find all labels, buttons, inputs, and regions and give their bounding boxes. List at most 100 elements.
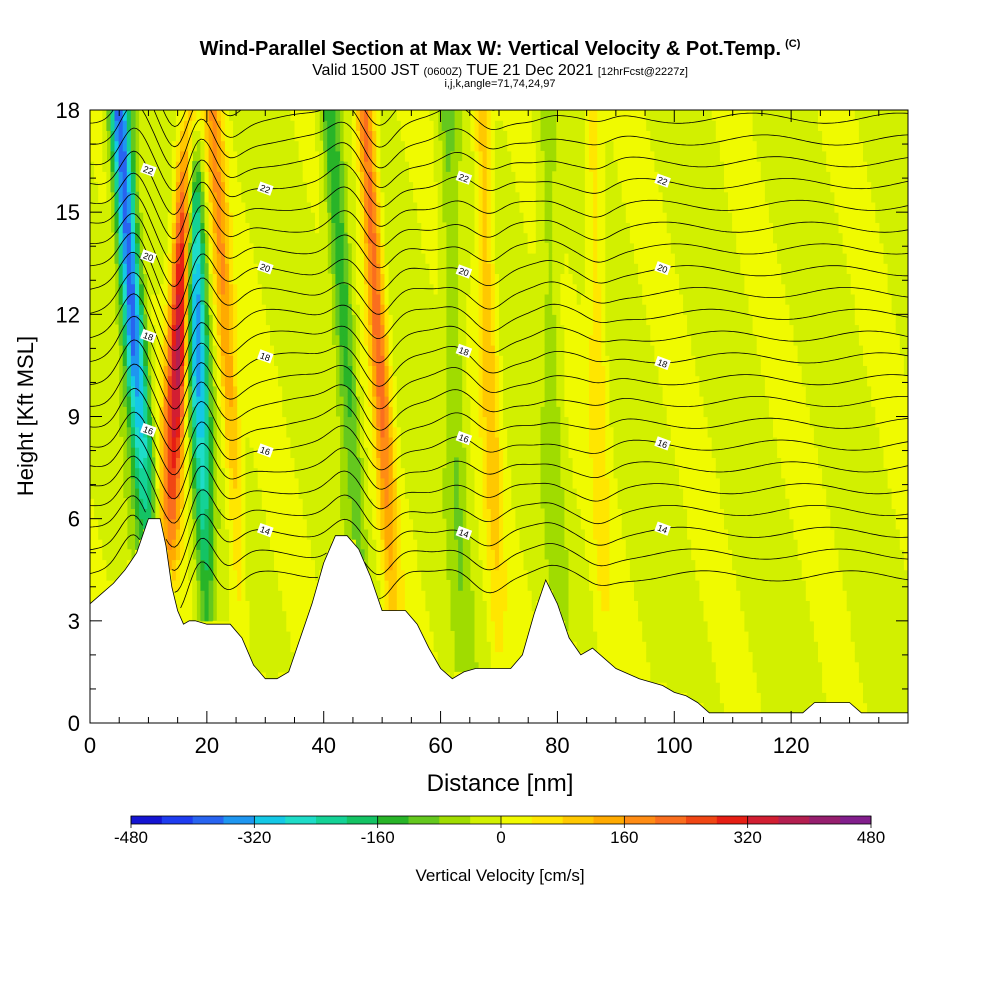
- w-cell: [216, 365, 222, 377]
- w-cell: [130, 406, 136, 418]
- w-cell: [421, 580, 426, 591]
- w-cell: [135, 447, 140, 458]
- title-mark: (C): [785, 38, 801, 50]
- w-cell: [130, 191, 136, 203]
- w-cell: [126, 161, 132, 172]
- w-cell: [388, 436, 394, 448]
- w-cell: [233, 549, 238, 561]
- w-cell: [261, 426, 267, 438]
- w-cell: [294, 447, 300, 458]
- w-cell: [270, 293, 275, 305]
- w-cell: [433, 651, 439, 663]
- w-cell: [196, 283, 201, 295]
- w-cell: [241, 498, 246, 509]
- w-cell: [200, 569, 206, 581]
- w-cell: [433, 355, 439, 366]
- w-cell: [294, 355, 300, 366]
- w-cell: [106, 232, 112, 244]
- w-cell: [384, 110, 390, 121]
- w-cell: [237, 130, 242, 142]
- w-cell: [184, 242, 189, 254]
- w-cell: [130, 130, 136, 142]
- w-cell: [282, 212, 287, 223]
- w-cell: [335, 528, 341, 540]
- w-cell: [110, 242, 116, 254]
- w-cell: [130, 457, 136, 469]
- w-cell: [163, 396, 169, 407]
- w-cell: [404, 212, 410, 223]
- w-cell: [372, 140, 377, 152]
- w-cell: [237, 539, 242, 550]
- w-cell: [184, 406, 189, 418]
- w-cell: [90, 436, 95, 448]
- w-cell: [130, 253, 136, 264]
- w-cell: [196, 201, 201, 213]
- w-cell: [106, 345, 112, 356]
- w-cell: [310, 467, 316, 479]
- w-cell: [208, 253, 214, 264]
- w-cell: [290, 467, 296, 479]
- w-cell: [327, 539, 332, 550]
- w-cell: [200, 140, 206, 152]
- w-cell: [392, 345, 398, 356]
- w-cell: [409, 232, 414, 244]
- w-cell: [331, 406, 336, 418]
- w-cell: [388, 293, 394, 305]
- w-cell: [220, 120, 226, 131]
- w-cell: [180, 559, 185, 571]
- w-cell: [278, 120, 283, 131]
- w-cell: [270, 324, 275, 336]
- w-cell: [380, 355, 386, 366]
- w-cell: [265, 559, 271, 571]
- w-cell: [310, 120, 316, 131]
- w-cell: [233, 365, 238, 377]
- w-cell: [433, 508, 439, 520]
- w-cell: [114, 110, 120, 121]
- w-cell: [282, 130, 287, 142]
- w-cell: [384, 406, 390, 418]
- w-cell: [310, 181, 316, 193]
- w-cell: [94, 498, 99, 509]
- w-cell: [180, 467, 185, 479]
- w-cell: [331, 426, 336, 438]
- w-cell: [331, 365, 336, 377]
- w-cell: [159, 416, 165, 428]
- w-cell: [130, 314, 136, 326]
- w-cell: [400, 396, 406, 407]
- w-cell: [155, 150, 161, 162]
- w-cell: [396, 345, 402, 356]
- w-cell: [364, 222, 369, 234]
- w-cell: [339, 191, 345, 203]
- w-cell: [257, 314, 263, 326]
- w-cell: [396, 569, 402, 581]
- w-cell: [233, 232, 238, 244]
- w-cell: [413, 406, 418, 418]
- w-cell: [404, 518, 410, 530]
- w-cell: [245, 508, 251, 520]
- w-cell: [102, 253, 107, 264]
- w-cell: [249, 161, 255, 172]
- w-cell: [147, 447, 152, 458]
- w-cell: [343, 314, 349, 326]
- w-cell: [200, 263, 206, 274]
- w-cell: [212, 161, 218, 172]
- w-cell: [380, 426, 386, 438]
- w-cell: [347, 232, 353, 244]
- w-cell: [425, 569, 431, 581]
- w-cell: [220, 334, 226, 346]
- w-cell: [368, 334, 373, 346]
- w-cell: [241, 232, 246, 244]
- w-cell: [286, 641, 291, 653]
- w-cell: [151, 457, 156, 469]
- w-cell: [376, 293, 381, 305]
- w-cell: [372, 559, 377, 571]
- w-cell: [286, 477, 291, 489]
- w-cell: [290, 334, 296, 346]
- w-cell: [404, 140, 410, 152]
- w-cell: [372, 171, 377, 183]
- w-cell: [396, 242, 402, 254]
- w-cell: [237, 212, 242, 223]
- w-cell: [310, 171, 316, 183]
- w-cell: [102, 140, 107, 152]
- w-cell: [208, 273, 214, 285]
